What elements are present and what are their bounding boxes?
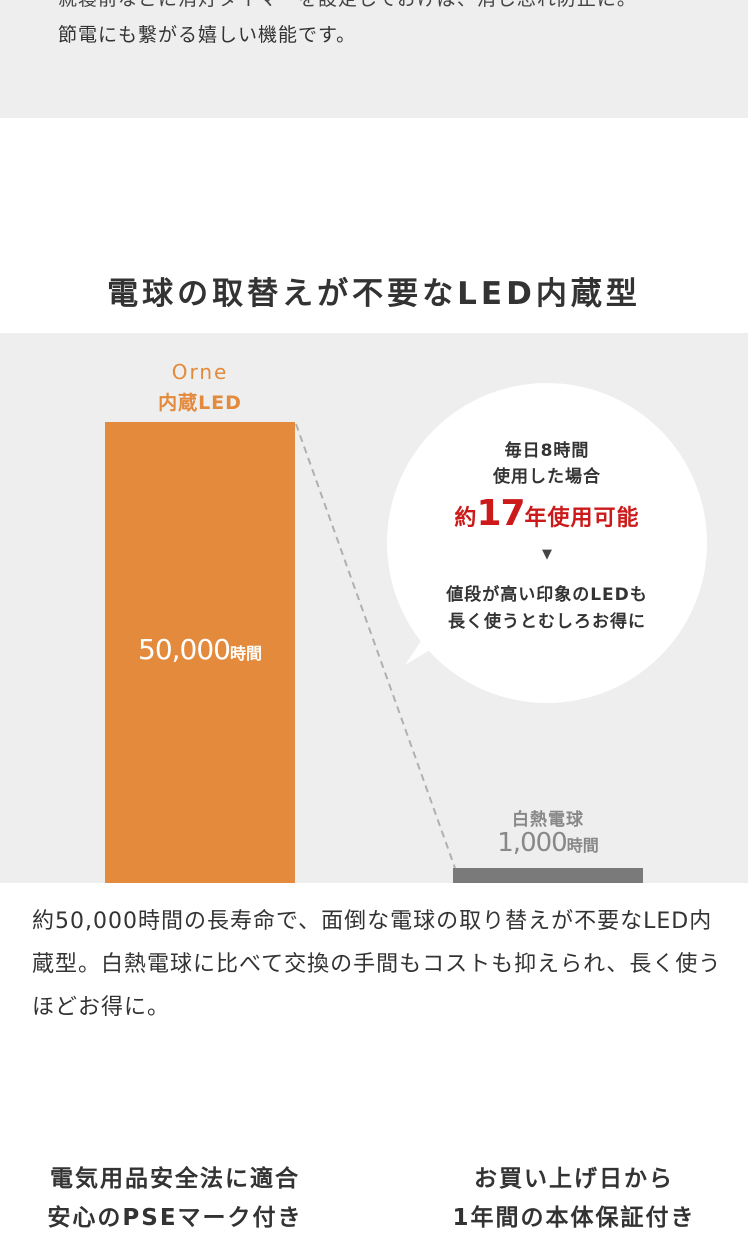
intro-line-2: 節電にも繋がる嬉しい機能です。 <box>58 24 357 46</box>
speech-bubble-content: 毎日8時間 使用した場合 約17年使用可能 ▼ 値段が高い印象のLEDも 長く使… <box>387 383 707 703</box>
feature-warranty-line-2: 1年間の本体保証付き <box>452 1205 696 1231</box>
bulb-label: 白熱電球 <box>512 810 584 830</box>
led-lifetime-value: 50,000時間 <box>105 633 295 666</box>
intro-band: 就寝前などに消灯タイマーを設定しておけば、消し忘れ防止に。 節電にも繋がる嬉しい… <box>0 0 748 118</box>
intro-line-1: 就寝前などに消灯タイマーを設定しておけば、消し忘れ防止に。 <box>58 0 637 11</box>
feature-warranty-line-1: お買い上げ日から <box>474 1166 674 1192</box>
led-label-brand: Orne <box>171 360 229 384</box>
bubble-line-3: 値段が高い印象のLEDも <box>446 585 648 605</box>
led-value-unit: 時間 <box>229 644 262 663</box>
highlight-suffix: 年使用可能 <box>524 506 640 531</box>
bubble-line-1: 毎日8時間 <box>504 441 590 461</box>
feature-warranty: お買い上げ日から 1年間の本体保証付き <box>404 1160 744 1238</box>
description-text: 約50,000時間の長寿命で、面倒な電球の取り替えが不要なLED内蔵型。白熱電球… <box>32 909 722 1020</box>
led-value-number: 50,000 <box>138 633 231 666</box>
highlight-prefix: 約 <box>454 506 477 531</box>
bubble-highlight: 約17年使用可能 <box>387 493 707 534</box>
bubble-line-2: 使用した場合 <box>493 467 601 487</box>
down-arrow-icon: ▼ <box>542 547 552 562</box>
feature-pse-line-2: 安心のPSEマーク付き <box>47 1205 303 1231</box>
led-label-type: 内蔵LED <box>158 392 242 414</box>
connector-line <box>295 423 456 869</box>
highlight-number: 17 <box>476 493 525 534</box>
bulb-value-number: 1,000 <box>497 828 567 858</box>
bulb-lifetime-bar <box>453 868 643 883</box>
bulb-value-unit: 時間 <box>566 836 599 855</box>
feature-pse-line-1: 電気用品安全法に適合 <box>50 1166 300 1192</box>
bubble-line-4: 長く使うとむしろお得に <box>448 612 646 632</box>
feature-pse: 電気用品安全法に適合 安心のPSEマーク付き <box>5 1160 345 1238</box>
bulb-lifetime-value: 1,000時間 <box>453 828 643 858</box>
connector-dashed-line <box>295 423 456 869</box>
section-title: 電球の取替えが不要なLED内蔵型 <box>107 276 641 312</box>
led-lifetime-bar <box>105 422 295 883</box>
speech-bubble <box>387 383 707 703</box>
